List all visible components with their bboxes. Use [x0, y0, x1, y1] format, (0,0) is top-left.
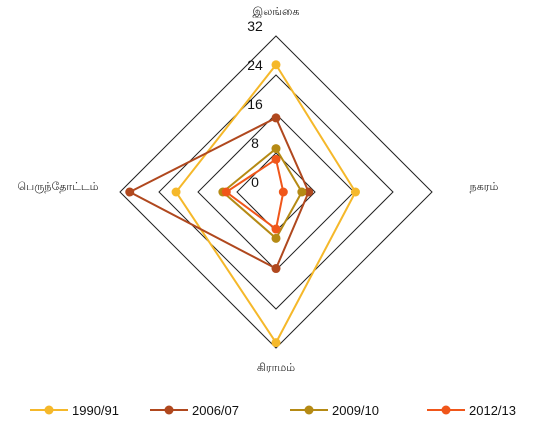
- series-line-2009-10: [221, 147, 303, 240]
- data-point-2006-07-1: [304, 187, 314, 197]
- tick-label-24: 24: [247, 57, 263, 73]
- series-2006-07: [125, 113, 314, 274]
- tick-label-8: 8: [251, 135, 259, 151]
- series-2009-10: [218, 144, 307, 243]
- series-2012-13: [221, 154, 288, 234]
- tick-label-32: 32: [247, 18, 263, 34]
- axis-label-right: நகரம்: [470, 180, 499, 193]
- tick-label-16: 16: [247, 96, 263, 112]
- legend-item-2009-10: 2009/10: [290, 403, 379, 418]
- legend-item-2012-13: 2012/13: [427, 403, 516, 418]
- data-point-1990-91-3: [171, 187, 181, 197]
- legend-label: 1990/91: [72, 403, 119, 418]
- series-line-1990-91: [174, 63, 357, 345]
- legend-item-1990-91: 1990/91: [30, 403, 119, 418]
- axis-label-bottom: கிராமம்: [257, 361, 295, 374]
- data-point-2012-13-2: [271, 224, 281, 234]
- legend-item-2006-07: 2006/07: [150, 403, 239, 418]
- data-point-1990-91-0: [271, 60, 281, 70]
- data-point-2006-07-0: [271, 113, 281, 123]
- legend-label: 2006/07: [192, 403, 239, 418]
- axis-label-left: பெருந்தோட்டம்: [17, 180, 98, 193]
- data-point-2012-13-1: [278, 187, 288, 197]
- legend-label: 2012/13: [469, 403, 516, 418]
- legend-swatch-dot: [164, 405, 174, 415]
- axis-label-top: இலங்கை: [253, 5, 300, 18]
- grid-ring-24: [158, 74, 394, 310]
- data-point-2006-07-2: [271, 264, 281, 274]
- data-point-2009-10-0: [271, 144, 281, 154]
- legend: 1990/91 2006/07 2009/10 2012/13: [30, 403, 516, 418]
- legend-swatch-dot: [304, 405, 314, 415]
- legend-label: 2009/10: [332, 403, 379, 418]
- axis-labels: இலங்கை நகரம் கிராமம் பெருந்தோட்டம்: [17, 5, 498, 374]
- data-point-2006-07-3: [125, 187, 135, 197]
- data-point-2012-13-0: [271, 154, 281, 164]
- data-point-1990-91-1: [350, 187, 360, 197]
- radar-grid: [119, 35, 433, 349]
- data-point-2009-10-2: [271, 233, 281, 243]
- series-1990-91: [171, 60, 360, 348]
- legend-swatch-dot: [44, 405, 54, 415]
- tick-labels: 0 8 16 24 32: [247, 18, 263, 190]
- grid-ring-32: [119, 35, 433, 349]
- legend-swatch-dot: [441, 405, 451, 415]
- series-layer: [125, 60, 360, 348]
- data-point-1990-91-2: [271, 338, 281, 348]
- data-point-2012-13-3: [221, 187, 231, 197]
- tick-label-0: 0: [251, 174, 259, 190]
- data-point-2009-10-1: [297, 187, 307, 197]
